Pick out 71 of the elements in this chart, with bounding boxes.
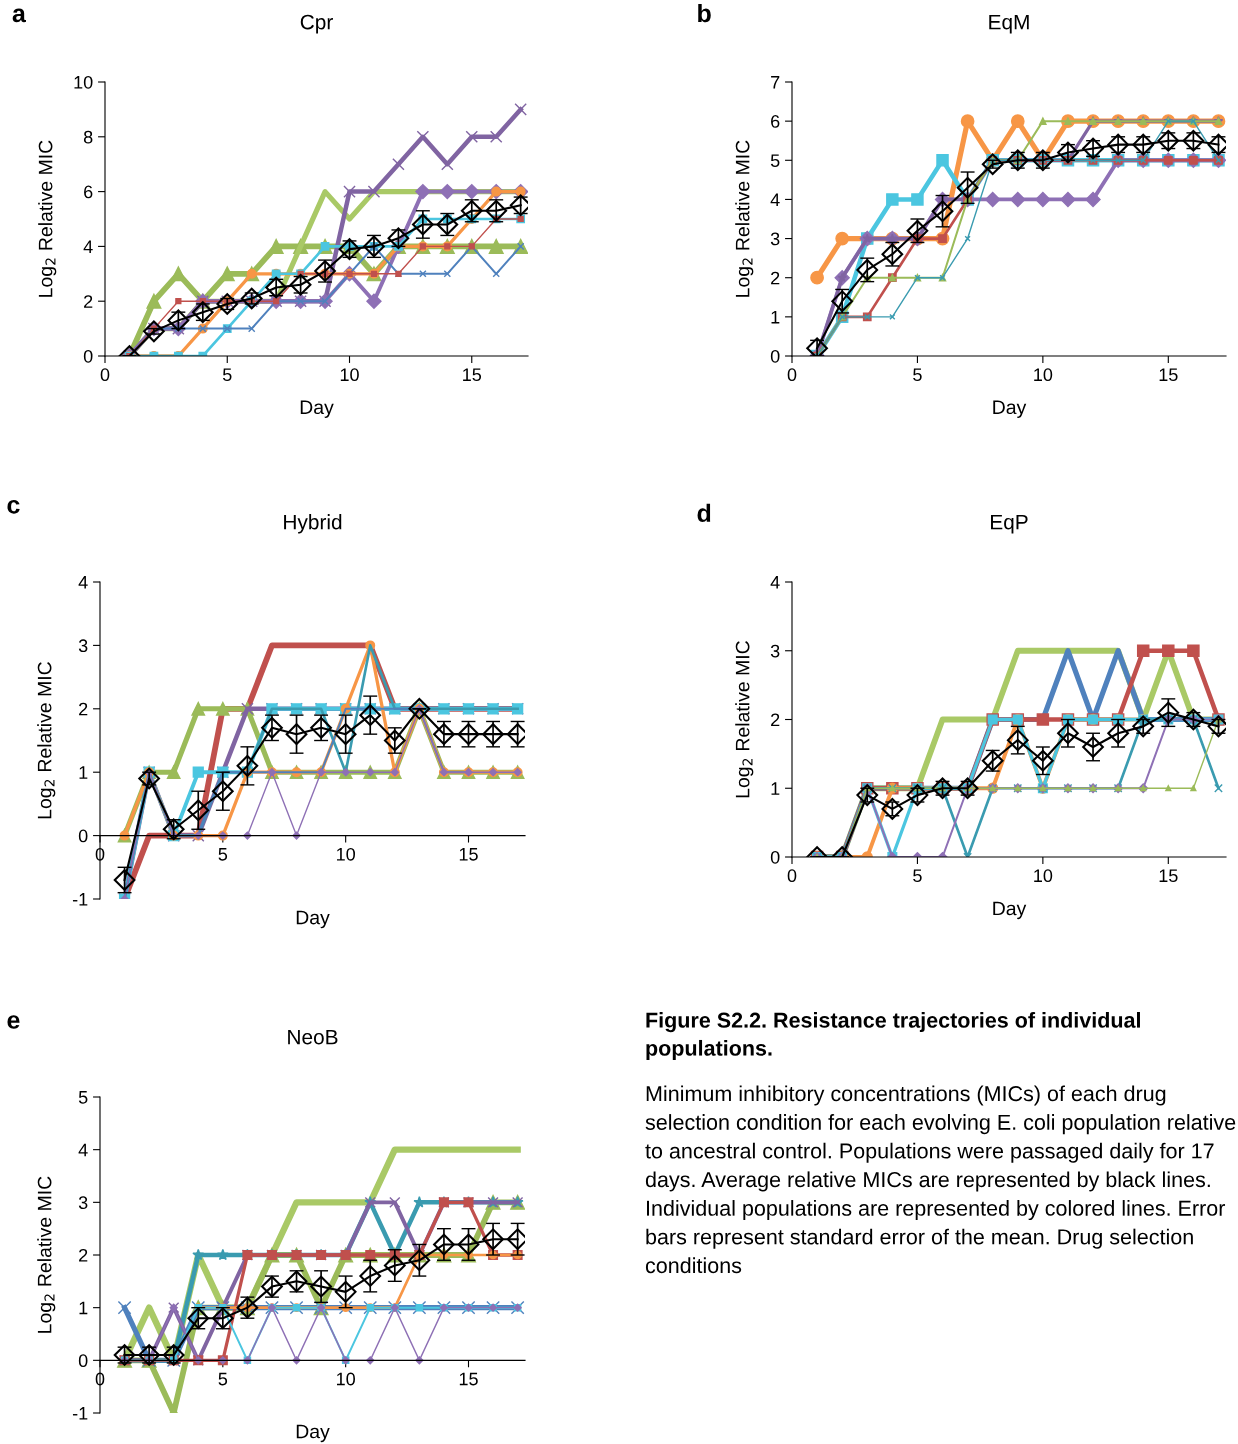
x-tick-label: 5	[218, 1372, 228, 1386]
x-tick-label: 0	[787, 869, 797, 883]
y-tick-label: -1	[72, 893, 88, 906]
x-tick-label: 0	[787, 368, 797, 382]
text: Minimum inhibitory concentrations (MICs) of each drug selection condition for each evolving E. coli population relative to ancestral control. Populations were passaged daily for 17 days. Average relative MICs are represented by black lines. Individual populations are represented by colored lines. Error bars represent standard error of the mean. Drug selection conditions	[645, 1085, 1236, 1274]
chart-title: Hybrid	[284, 514, 342, 534]
y-tick-label: 2	[771, 271, 780, 285]
y-axis-title: Log$_{2}$ Relative MIC	[735, 140, 754, 297]
y-tick-label: 8	[83, 130, 93, 144]
y-tick-label: 4	[83, 240, 93, 253]
text: a	[12, 8, 26, 23]
x-tick-label: 10	[337, 1372, 355, 1386]
x-tick-label: 10	[340, 368, 359, 382]
y-tick-label: 3	[770, 644, 780, 658]
y-tick-label: 6	[771, 115, 780, 128]
y-tick-label: 2	[84, 295, 93, 308]
text: Figure S2.2. Resistance trajectories of individual populations.	[646, 1012, 1140, 1061]
y-tick-label: 4	[78, 576, 88, 589]
chart-title: Cpr	[300, 14, 333, 34]
x-axis-title: Day	[300, 400, 334, 418]
x-axis-title: Day	[296, 910, 330, 929]
y-tick-label: 4	[770, 576, 780, 589]
y-tick-label: -1	[72, 1407, 88, 1420]
text: e	[7, 1015, 20, 1029]
x-tick-label: 5	[218, 848, 228, 861]
y-tick-label: 6	[84, 185, 93, 199]
y-tick-label: 1	[79, 1301, 88, 1315]
x-tick-label: 15	[1159, 869, 1178, 883]
chart-title: EqP	[991, 514, 1028, 534]
x-tick-label: 10	[1034, 869, 1053, 883]
y-tick-label: 5	[770, 154, 780, 168]
y-tick-label: 2	[79, 1248, 88, 1262]
y-tick-label: 3	[78, 639, 88, 653]
y-tick-label: 4	[770, 193, 780, 206]
x-tick-label: 15	[463, 368, 482, 382]
y-tick-label: 4	[78, 1143, 88, 1157]
text: b	[698, 3, 711, 23]
y-tick-label: 5	[78, 1091, 88, 1104]
y-tick-label: 3	[770, 232, 780, 246]
x-axis-title: Day	[993, 400, 1027, 418]
y-tick-label: 0	[78, 1354, 88, 1368]
chart-title: NeoB	[288, 1029, 338, 1045]
x-tick-label: 15	[1159, 368, 1178, 382]
chart-title: EqM	[989, 14, 1029, 34]
y-tick-label: 7	[771, 76, 780, 89]
y-axis-title: Log$_{2}$ Relative MIC	[37, 1176, 56, 1333]
x-tick-label: 10	[337, 847, 355, 861]
x-tick-label: 10	[1034, 368, 1053, 382]
y-axis-title: Log$_{2}$ Relative MIC	[37, 662, 56, 819]
y-tick-label: 0	[770, 349, 780, 363]
y-tick-label: 0	[78, 829, 88, 843]
x-tick-label: 5	[222, 368, 232, 382]
y-tick-label: 3	[78, 1196, 88, 1210]
y-tick-label: 0	[83, 349, 93, 363]
y-tick-label: 1	[79, 766, 88, 779]
y-tick-label: 2	[79, 702, 88, 716]
x-tick-label: 15	[459, 1372, 478, 1386]
y-tick-label: 2	[771, 713, 780, 727]
x-axis-title: Day	[993, 901, 1027, 920]
y-tick-label: 10	[74, 75, 93, 89]
y-tick-label: 1	[771, 310, 780, 324]
x-tick-label: 5	[913, 368, 922, 382]
x-tick-label: 15	[459, 848, 478, 861]
text: c	[7, 499, 20, 514]
y-tick-label: 1	[771, 782, 780, 795]
x-axis-title: Day	[296, 1424, 330, 1443]
y-axis-title: Log$_{2}$ Relative MIC	[38, 140, 57, 297]
text: d	[697, 503, 711, 523]
x-tick-label: 5	[913, 869, 922, 883]
y-axis-title: Log$_{2}$ Relative MIC	[735, 641, 754, 798]
x-tick-label: 0	[100, 368, 110, 382]
